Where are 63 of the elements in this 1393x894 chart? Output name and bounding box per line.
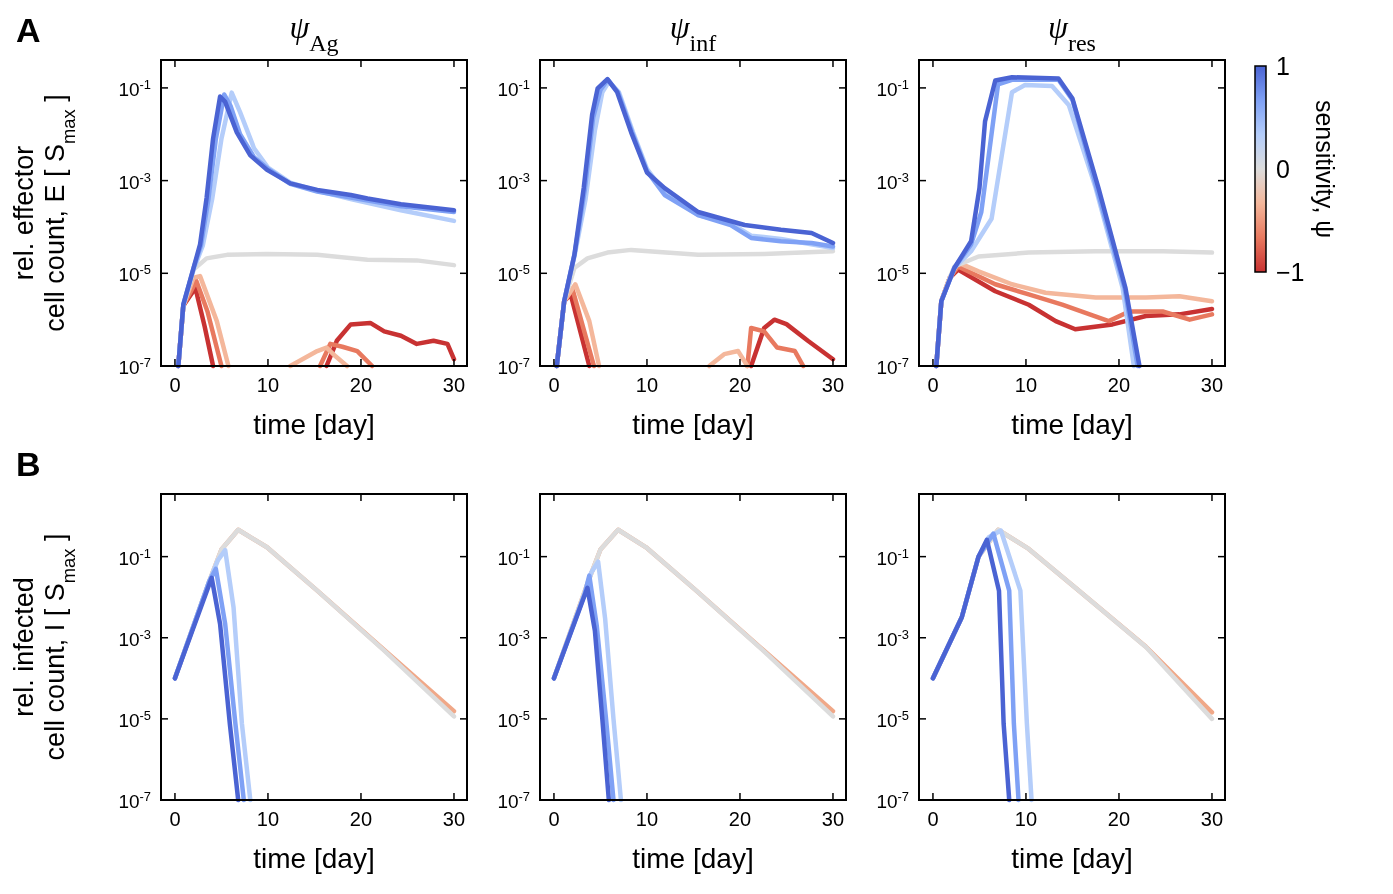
y-tick-label: 10$^{-5}$	[876, 261, 909, 286]
x-tick-label: 0	[169, 374, 181, 396]
x-axis-title: time [day]	[1011, 843, 1133, 874]
x-tick-label: 10	[256, 808, 280, 830]
x-tick-label: 0	[927, 808, 939, 830]
chart-title: ψ$_{res}$	[1048, 9, 1096, 56]
chart-title: ψ$_{Ag}$	[289, 9, 339, 56]
x-tick-label: 10	[635, 374, 659, 396]
x-tick-label: 30	[1200, 374, 1224, 396]
x-tick-label: 0	[927, 374, 939, 396]
y-tick-label: 10$^{-1}$	[497, 545, 530, 569]
x-axis-title: time [day]	[632, 843, 754, 874]
x-tick-label: 0	[548, 374, 560, 396]
y-tick-label: 10$^{-3}$	[497, 626, 530, 650]
color-bar-label: 0	[1276, 155, 1290, 183]
x-tick-label: 30	[442, 374, 466, 396]
x-axis-title: time [day]	[1011, 409, 1133, 440]
y-tick-label: 10$^{-1}$	[876, 545, 909, 569]
x-axis-title: time [day]	[632, 409, 754, 440]
y-tick-label: 10$^{-1}$	[118, 545, 151, 569]
text: B	[16, 445, 41, 483]
color-bar-title: sensitivity, ψ	[1311, 99, 1339, 239]
y-tick-label: 10$^{-3}$	[876, 169, 909, 193]
y-tick-label: 10$^{-3}$	[497, 169, 530, 193]
text: A	[16, 11, 41, 49]
x-tick-label: 10	[1014, 808, 1038, 830]
y-tick-label: 10$^{-3}$	[118, 169, 151, 193]
y-tick-label: 10$^{-3}$	[118, 626, 151, 650]
y-tick-label: 10$^{-7}$	[118, 354, 151, 378]
x-tick-label: 20	[349, 374, 373, 396]
x-tick-label: 10	[256, 374, 280, 396]
x-tick-label: 30	[442, 808, 466, 830]
y-tick-label: 10$^{-1}$	[876, 76, 909, 100]
x-tick-label: 20	[1107, 374, 1131, 396]
x-tick-label: 30	[1200, 808, 1224, 830]
y-tick-label: 10$^{-7}$	[876, 354, 909, 378]
y-tick-label: 10$^{-5}$	[118, 261, 151, 286]
x-tick-label: 20	[728, 374, 752, 396]
y-tick-label: 10$^{-7}$	[876, 788, 909, 812]
x-axis-title: time [day]	[253, 843, 375, 874]
y-tick-label: 10$^{-5}$	[497, 261, 530, 286]
x-tick-label: 20	[349, 808, 373, 830]
x-tick-label: 0	[169, 808, 181, 830]
y-tick-label: 10$^{-7}$	[118, 788, 151, 812]
x-tick-label: 20	[728, 808, 752, 830]
y-tick-label: 10$^{-7}$	[497, 788, 530, 812]
x-tick-label: 30	[821, 374, 845, 396]
y-tick-label: 10$^{-5}$	[118, 707, 151, 731]
color-bar-label: −1	[1276, 258, 1305, 286]
x-axis-title: time [day]	[253, 409, 375, 440]
x-tick-label: 10	[1014, 374, 1038, 396]
y-tick-label: 10$^{-1}$	[118, 76, 151, 100]
y-tick-label: 10$^{-1}$	[497, 76, 530, 100]
x-tick-label: 10	[635, 808, 659, 830]
x-tick-label: 0	[548, 808, 560, 830]
y-tick-label: 10$^{-5}$	[497, 707, 530, 731]
y-tick-label: 10$^{-7}$	[497, 354, 530, 378]
chart-title: ψ$_{inf}$	[669, 9, 717, 56]
x-tick-label: 20	[1107, 808, 1131, 830]
color-bar-label: 1	[1276, 52, 1290, 80]
x-tick-label: 30	[821, 808, 845, 830]
y-tick-label: 10$^{-5}$	[876, 707, 909, 731]
y-tick-label: 10$^{-3}$	[876, 626, 909, 650]
